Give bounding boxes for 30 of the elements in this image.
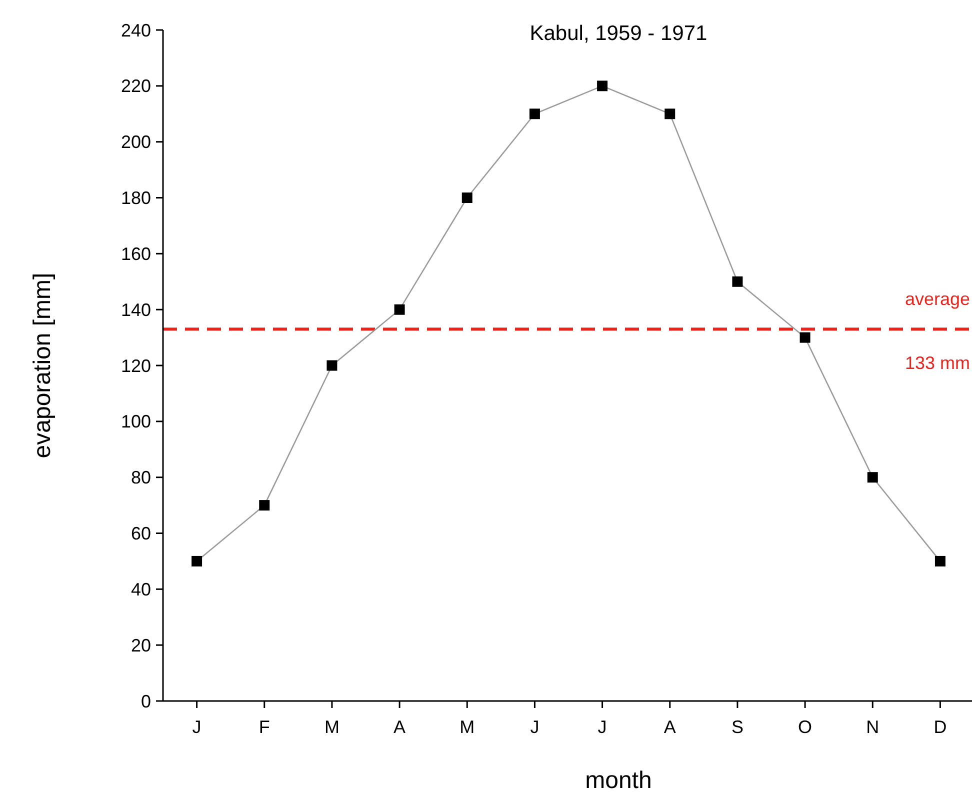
x-tick-label: F (258, 717, 270, 737)
x-tick-label: N (866, 717, 880, 737)
x-tick-label: S (731, 717, 744, 737)
x-tick-label: J (192, 717, 202, 737)
x-tick-label: M (460, 717, 475, 737)
x-tick-label: O (798, 717, 812, 737)
y-tick-label: 220 (120, 76, 151, 96)
y-tick-label: 200 (120, 132, 151, 152)
y-tick-label: 0 (140, 691, 151, 712)
annotation: 133 mm (904, 353, 970, 374)
y-tick-label: 60 (130, 524, 151, 544)
y-tick-label: 80 (130, 468, 151, 488)
x-tick-label: M (324, 717, 340, 737)
x-axis-title: month (585, 767, 652, 794)
y-tick-label: 120 (120, 356, 151, 376)
y-tick-label: 160 (120, 244, 151, 264)
x-tick-label: D (934, 717, 947, 737)
y-tick-label: 240 (120, 20, 151, 40)
ref-line-label: average (904, 289, 970, 310)
x-tick-label: A (664, 717, 676, 737)
y-axis-title: evaporation [mm] (29, 272, 56, 458)
x-tick-label: J (598, 717, 607, 737)
y-tick-label: 20 (130, 635, 151, 656)
x-tick-label: A (394, 717, 406, 737)
chart-title: Kabul, 1959 - 1971 (530, 22, 708, 45)
x-tick-label: J (530, 717, 540, 737)
y-tick-label: 40 (130, 579, 151, 600)
y-tick-label: 140 (120, 300, 151, 320)
y-tick-label: 100 (120, 412, 151, 432)
y-tick-label: 180 (120, 188, 151, 208)
